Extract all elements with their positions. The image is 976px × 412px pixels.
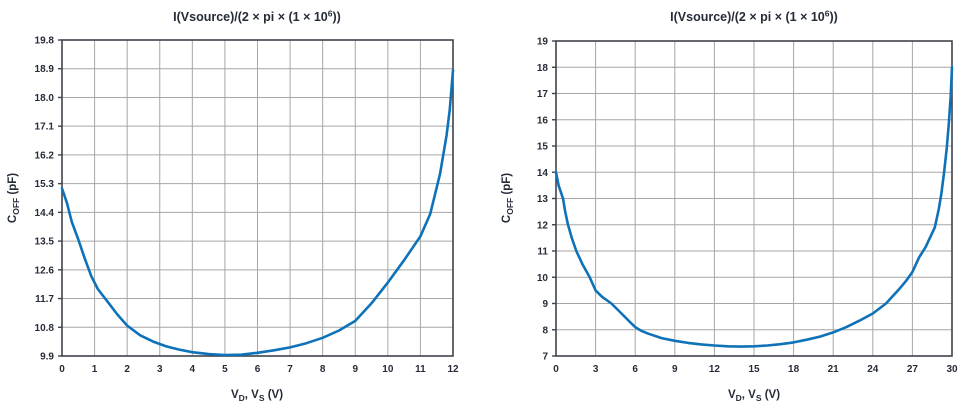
x-label-subscript-d: D: [736, 393, 742, 403]
title-superscript: 6: [825, 9, 830, 19]
y-tick-label: 12: [537, 220, 549, 231]
y-tick-label: 9: [542, 299, 548, 310]
x-label-text: V: [728, 389, 736, 401]
chart-right-title: I(Vsource)/(2 × pi × (1 × 106)): [670, 9, 838, 25]
y-label-unit: (pF): [501, 173, 513, 198]
plot-frame: [61, 39, 454, 357]
x-label-text-mid: , V: [742, 389, 756, 401]
y-tick-label: 18: [537, 63, 549, 74]
y-tick-label: 13.5: [35, 237, 55, 248]
x-label-subscript-s: S: [756, 393, 762, 403]
y-tick-label: 10: [537, 273, 549, 284]
y-tick-label: 15.3: [35, 179, 55, 190]
x-label-subscript-d: D: [239, 393, 245, 403]
x-tick-label: 1: [92, 364, 98, 375]
title-superscript: 6: [328, 9, 333, 19]
chart-left-x-axis-label: VD, VS (V): [231, 389, 283, 403]
title-text: I(Vsource)/(2 × pi × (1 × 10: [670, 10, 825, 24]
x-tick-label: 6: [632, 364, 638, 375]
x-tick-label: 15: [748, 364, 760, 375]
y-tick-label: 19: [537, 37, 549, 48]
chart-left-y-axis-label: COFF (pF): [7, 173, 21, 223]
chart-right-grid: 7 8 9 10 11 12 13 14 15 16 17 18 19 0 3 6 9 12 15 18 21 24 27 3…: [537, 37, 958, 376]
y-tick-label: 14: [537, 168, 549, 179]
x-tick-label: 7: [287, 364, 293, 375]
y-tick-label: 12.6: [35, 265, 55, 276]
x-tick-label: 2: [124, 364, 130, 375]
y-tick-label: 13: [537, 194, 549, 205]
y-tick-label: 10.8: [35, 323, 55, 334]
x-tick-label: 5: [222, 364, 228, 375]
y-label-subscript: OFF: [505, 198, 515, 215]
y-tick-label: 11: [537, 247, 548, 258]
x-tick-label: 8: [320, 364, 326, 375]
x-tick-label: 30: [946, 364, 958, 375]
x-label-unit: (V): [265, 389, 284, 401]
x-tick-label: 0: [553, 364, 559, 375]
y-tick-label: 7: [542, 352, 548, 363]
x-label-text-mid: , V: [245, 389, 259, 401]
y-tick-label: 14.4: [35, 208, 55, 219]
y-tick-label: 15: [537, 142, 549, 153]
chart-left-title: I(Vsource)/(2 × pi × (1 × 106)): [173, 9, 341, 25]
y-tick-label: 18.9: [35, 64, 55, 75]
x-tick-label: 18: [788, 364, 800, 375]
y-tick-label: 19.8: [35, 36, 55, 47]
title-text-end: )): [332, 10, 340, 24]
x-tick-label: 9: [352, 364, 358, 375]
x-tick-label: 12: [709, 364, 721, 375]
y-label-text: C: [7, 215, 19, 223]
y-tick-label: 8: [542, 325, 548, 336]
x-tick-label: 10: [382, 364, 394, 375]
x-tick-label: 4: [190, 364, 196, 375]
chart-right: 7 8 9 10 11 12 13 14 15 16 17 18 19 0 3 6 9 12 15 18 21 24 27 3…: [501, 9, 958, 404]
y-tick-label: 17: [537, 89, 549, 100]
x-tick-label: 21: [828, 364, 840, 375]
chart-right-x-axis-label: VD, VS (V): [728, 389, 780, 403]
x-label-text: V: [231, 389, 239, 401]
title-text-end: )): [829, 10, 837, 24]
chart-left-grid: 9.9 10.8 11.7 12.6 13.5 14.4 15.3 16.2 17.1 18.0 1…: [35, 36, 459, 376]
title-text: I(Vsource)/(2 × pi × (1 × 10: [173, 10, 328, 24]
x-tick-label: 11: [415, 364, 426, 375]
y-tick-label: 17.1: [35, 122, 55, 133]
data-curve: [60, 69, 455, 357]
chart-left: 9.9 10.8 11.7 12.6 13.5 14.4 15.3 16.2 17.1 18.0 1…: [7, 9, 459, 404]
chart-right-y-axis-label: COFF (pF): [501, 173, 515, 223]
y-tick-label: 18.0: [35, 93, 55, 104]
x-tick-label: 9: [672, 364, 678, 375]
x-tick-label: 12: [447, 364, 459, 375]
x-tick-label: 3: [157, 364, 163, 375]
y-label-text: C: [501, 215, 513, 223]
x-tick-label: 3: [593, 364, 599, 375]
x-tick-label: 6: [255, 364, 261, 375]
y-tick-label: 11.7: [35, 294, 54, 305]
y-tick-label: 16: [537, 115, 549, 126]
y-label-unit: (pF): [7, 173, 19, 198]
x-tick-label: 24: [867, 364, 879, 375]
y-tick-label: 16.2: [35, 150, 55, 161]
x-tick-label: 0: [59, 364, 65, 375]
y-tick-label: 9.9: [40, 352, 54, 363]
x-label-subscript-s: S: [259, 393, 265, 403]
x-tick-label: 27: [907, 364, 919, 375]
data-curve: [554, 66, 954, 348]
y-label-subscript: OFF: [11, 198, 21, 215]
x-label-unit: (V): [762, 389, 781, 401]
